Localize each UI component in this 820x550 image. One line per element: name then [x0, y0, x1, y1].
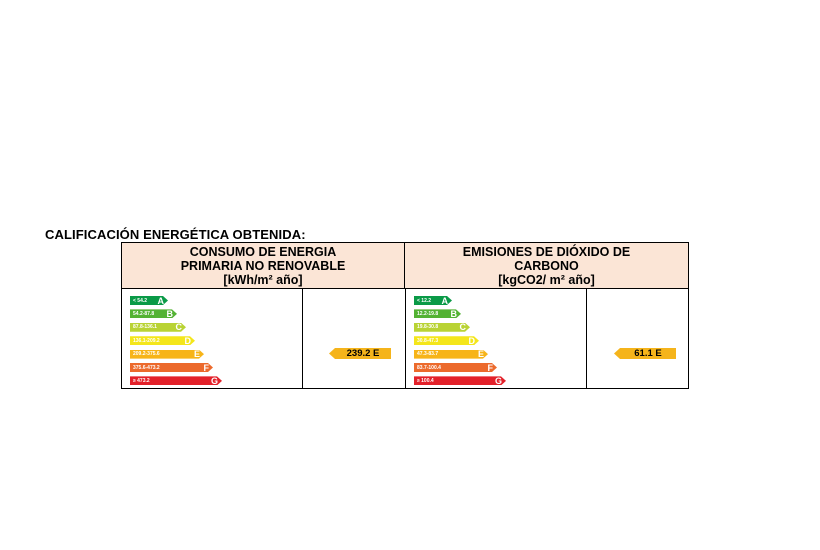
rating-table: CONSUMO DE ENERGIA PRIMARIA NO RENOVABLE…: [121, 242, 689, 389]
energy-scale-letter: D: [184, 335, 191, 346]
energy-result-cell: 239.2 E: [303, 289, 405, 388]
energy-scale-bar-f: 375.6-473.2 F: [130, 363, 213, 372]
energy-scale-letter: C: [175, 322, 182, 333]
energy-unit: [kWh/m² año]: [223, 273, 303, 287]
co2-scale-range: < 12.2: [417, 297, 432, 304]
column-divider: [586, 289, 587, 388]
co2-header-line1: EMISIONES DE DIÓXIDO DE: [462, 245, 631, 259]
co2-scale-letter: D: [468, 335, 475, 346]
co2-header: EMISIONES DE DIÓXIDO DE CARBONO [kgCO2/ …: [405, 243, 688, 289]
energy-result-indicator: 239.2 E: [329, 348, 391, 359]
energy-scale-letter: G: [210, 375, 218, 386]
energy-scale-range: < 54.2: [133, 297, 148, 304]
energy-scale-bar-b: 54.2-87.8 B: [130, 309, 177, 318]
energy-scale-bar-e: 209.2-375.6 E: [130, 350, 204, 359]
co2-scale-range: 12.2-19.8: [417, 310, 439, 317]
energy-header: CONSUMO DE ENERGIA PRIMARIA NO RENOVABLE…: [122, 243, 405, 289]
energy-scale-range: 136.1-209.2: [133, 337, 160, 344]
co2-scale-bar-g: ≥ 100.4 G: [414, 376, 506, 385]
column-divider: [302, 289, 303, 388]
energy-scale: < 54.2 A 54.2-87.8 B 87.8-136.1 C 136.1-209.2 D…: [122, 289, 302, 388]
energy-scale-bar-g: ≥ 473.2 G: [130, 376, 222, 385]
co2-scale-letter: B: [450, 308, 457, 319]
co2-scale-range: 47.3-83.7: [417, 351, 439, 358]
co2-scale: < 12.2 A 12.2-19.8 B 19.8-30.8 C 30.8-47.3 D 47.…: [406, 289, 586, 388]
co2-scale-bar-d: 30.8-47.3 D: [414, 336, 479, 345]
co2-scale-range: ≥ 100.4: [417, 377, 434, 384]
co2-result-indicator: 61.1 E: [614, 348, 676, 359]
co2-scale-range: 30.8-47.3: [417, 337, 439, 344]
energy-header-line2: PRIMARIA NO RENOVABLE: [180, 259, 346, 273]
co2-scale-bar-b: 12.2-19.8 B: [414, 309, 461, 318]
co2-scale-bar-c: 19.8-30.8 C: [414, 323, 470, 332]
co2-scale-letter: A: [441, 295, 448, 306]
co2-result-cell: 61.1 E: [587, 289, 689, 388]
column-divider: [405, 289, 406, 388]
energy-scale-range: ≥ 473.2: [133, 377, 150, 384]
co2-scale-range: 83.7-100.4: [417, 364, 441, 371]
energy-scale-range: 209.2-375.6: [133, 351, 160, 358]
energy-scale-bar-d: 136.1-209.2 D: [130, 336, 195, 345]
co2-scale-bar-f: 83.7-100.4 F: [414, 363, 497, 372]
co2-scale-letter: E: [477, 349, 484, 360]
energy-scale-range: 87.8-136.1: [133, 324, 157, 331]
energy-scale-range: 54.2-87.8: [133, 310, 155, 317]
co2-scale-letter: F: [487, 362, 493, 373]
page-title: CALIFICACIÓN ENERGÉTICA OBTENIDA:: [45, 227, 306, 242]
energy-scale-bar-c: 87.8-136.1 C: [130, 323, 186, 332]
energy-scale-letter: E: [193, 349, 200, 360]
co2-scale-letter: C: [459, 322, 466, 333]
co2-header-line2: CARBONO: [514, 259, 579, 273]
energy-scale-letter: F: [203, 362, 209, 373]
energy-scale-range: 375.6-473.2: [133, 364, 160, 371]
co2-scale-letter: G: [494, 375, 502, 386]
co2-unit: [kgCO2/ m² año]: [498, 273, 595, 287]
energy-scale-letter: B: [166, 308, 173, 319]
co2-scale-bar-a: < 12.2 A: [414, 296, 452, 305]
energy-scale-letter: A: [157, 295, 164, 306]
co2-scale-range: 19.8-30.8: [417, 324, 439, 331]
co2-scale-bar-e: 47.3-83.7 E: [414, 350, 488, 359]
energy-header-line1: CONSUMO DE ENERGIA: [189, 245, 337, 259]
energy-scale-bar-a: < 54.2 A: [130, 296, 168, 305]
